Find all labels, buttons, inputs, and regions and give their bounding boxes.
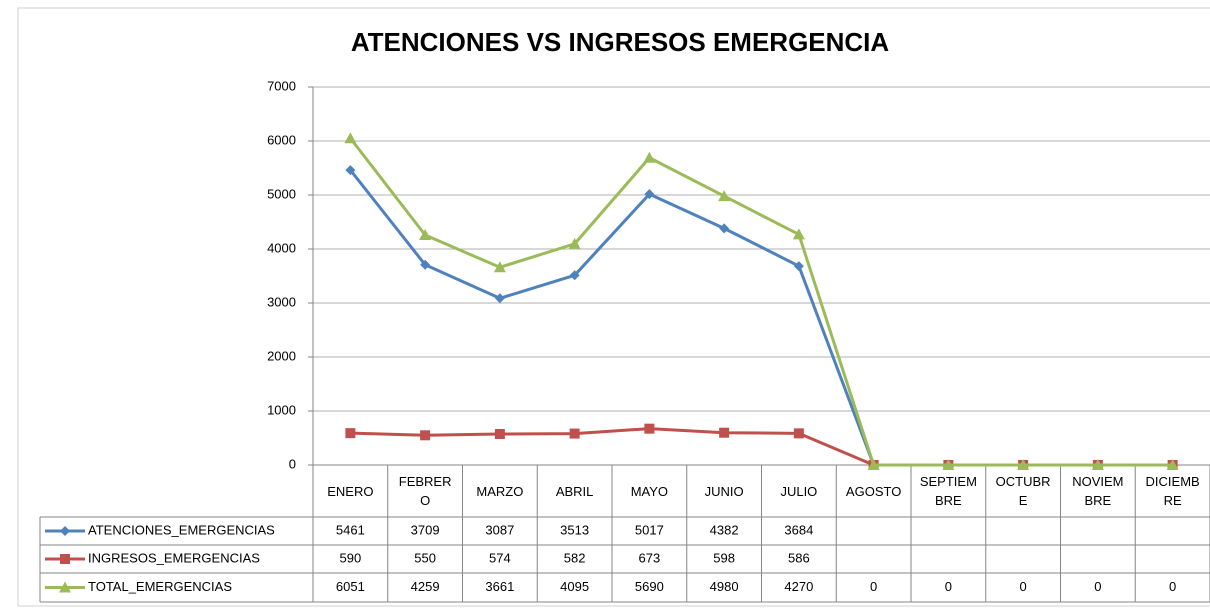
marker [793, 261, 804, 272]
x-tick-label: NOVIEMBRE [1072, 474, 1124, 508]
legend-marker [60, 554, 70, 564]
marker [419, 229, 432, 241]
y-tick-label: 4000 [267, 240, 296, 255]
category-cell: MARZO [476, 483, 524, 499]
table-value: 5461 [336, 522, 365, 537]
category-cell: ENERO [327, 483, 374, 499]
marker [344, 132, 357, 144]
table-value: 0 [1169, 579, 1176, 594]
table-value: 0 [870, 579, 877, 594]
marker [569, 270, 580, 281]
table-value: 0 [1094, 579, 1101, 594]
series-line [349, 137, 1173, 467]
marker [569, 428, 580, 439]
category-cell: FEBRERO [398, 474, 452, 508]
category-cell: ABRIL [555, 483, 594, 499]
table-value: 3661 [485, 579, 514, 594]
category-cell: DICIEMBRE [1145, 474, 1200, 508]
x-tick-label: ABRIL [555, 483, 594, 499]
legend-marker [60, 526, 70, 536]
x-tick-label: FEBRERO [398, 474, 452, 508]
marker [719, 223, 730, 234]
x-tick-label: JULIO [780, 483, 818, 499]
category-cell: SEPTIEMBRE [919, 474, 977, 508]
y-tick-label: 7000 [267, 78, 296, 93]
marker [792, 228, 805, 240]
marker [867, 459, 880, 470]
table-value: 5017 [635, 522, 664, 537]
table-value: 4095 [560, 579, 589, 594]
marker [494, 293, 505, 304]
table-value: 550 [414, 550, 436, 565]
table-value: 6051 [336, 579, 365, 594]
y-tick-label: 2000 [267, 348, 296, 363]
marker [719, 427, 730, 438]
category-cell: MAYO [630, 483, 669, 499]
y-tick-label: 1000 [267, 402, 296, 417]
x-tick-label: MARZO [476, 483, 524, 499]
table-value: 590 [340, 550, 362, 565]
marker [644, 423, 655, 434]
table-value: 586 [788, 550, 810, 565]
table-value: 4980 [710, 579, 739, 594]
y-tick-label: 3000 [267, 294, 296, 309]
marker [1166, 459, 1179, 470]
table-value: 582 [564, 550, 586, 565]
marker [1091, 459, 1104, 470]
table-value: 0 [1020, 579, 1027, 594]
table-value: 4270 [784, 579, 813, 594]
legend-label: ATENCIONES_EMERGENCIAS [88, 522, 275, 537]
marker [793, 428, 804, 439]
category-cell: AGOSTO [845, 483, 902, 499]
x-tick-label: AGOSTO [845, 483, 902, 499]
y-tick-label: 0 [289, 456, 296, 471]
table-value: 5690 [635, 579, 664, 594]
x-tick-label: SEPTIEMBRE [919, 474, 977, 508]
table-value: 598 [713, 550, 735, 565]
marker [493, 261, 506, 273]
x-tick-label: JUNIO [704, 483, 744, 499]
marker [942, 459, 955, 470]
table-value: 0 [945, 579, 952, 594]
table-value: 673 [639, 550, 661, 565]
legend-label: TOTAL_EMERGENCIAS [88, 579, 232, 594]
table-value: 3684 [784, 522, 813, 537]
x-tick-label: OCTUBRE [995, 474, 1051, 508]
marker [644, 189, 655, 200]
table-value: 574 [489, 550, 511, 565]
category-cell: JULIO [780, 483, 818, 499]
x-tick-label: MAYO [630, 483, 669, 499]
marker [718, 190, 731, 202]
marker [643, 151, 656, 163]
marker [1017, 459, 1030, 470]
marker [568, 237, 581, 249]
category-cell: JUNIO [704, 483, 744, 499]
table-value: 4259 [411, 579, 440, 594]
marker [420, 430, 431, 441]
table-value: 3513 [560, 522, 589, 537]
y-tick-label: 5000 [267, 186, 296, 201]
marker [345, 165, 356, 176]
category-cell: NOVIEMBRE [1072, 474, 1124, 508]
y-tick-label: 6000 [267, 132, 296, 147]
legend-marker [59, 581, 71, 593]
table-value: 4382 [710, 522, 739, 537]
marker [345, 428, 356, 439]
legend-label: INGRESOS_EMERGENCIAS [88, 550, 260, 565]
table-value: 3087 [485, 522, 514, 537]
chart-title: ATENCIONES VS INGRESOS EMERGENCIA [351, 27, 890, 57]
chart-border [17, 7, 1210, 607]
x-tick-label: DICIEMBRE [1145, 474, 1200, 508]
category-cell: OCTUBRE [995, 474, 1051, 508]
x-tick-label: ENERO [327, 483, 374, 499]
marker [494, 429, 505, 440]
table-value: 3709 [411, 522, 440, 537]
marker [420, 259, 431, 270]
